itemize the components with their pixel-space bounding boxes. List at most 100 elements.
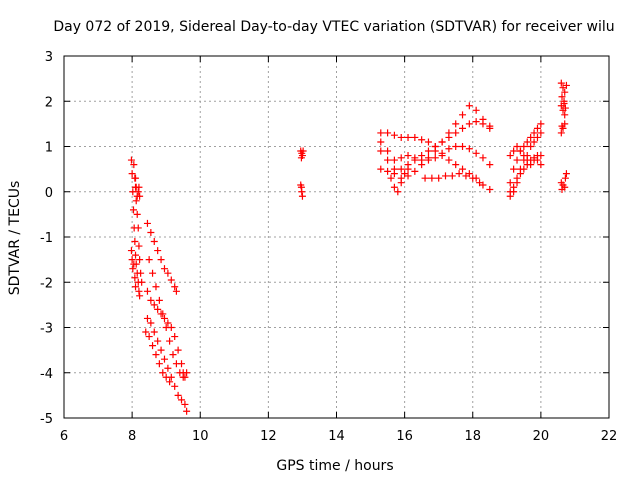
data-point xyxy=(510,188,518,196)
x-tick-label: 20 xyxy=(533,429,550,444)
data-point xyxy=(150,328,158,336)
data-point xyxy=(160,355,168,363)
x-tick-label: 22 xyxy=(601,429,618,444)
x-tick-label: 18 xyxy=(464,429,481,444)
data-point xyxy=(520,152,528,160)
data-point xyxy=(377,165,385,173)
data-point xyxy=(387,174,395,182)
x-tick-label: 8 xyxy=(128,429,136,444)
data-point xyxy=(297,183,305,191)
data-point xyxy=(377,129,385,137)
chart-title: Day 072 of 2019, Sidereal Day-to-day VTE… xyxy=(53,19,614,35)
data-point xyxy=(424,156,432,164)
data-point xyxy=(127,247,135,255)
data-point xyxy=(523,161,531,169)
data-point xyxy=(411,133,419,141)
data-point xyxy=(167,324,175,331)
data-point xyxy=(438,138,446,146)
y-tick-label: 3 xyxy=(45,50,53,65)
data-point xyxy=(459,124,467,132)
data-point xyxy=(298,192,306,200)
data-point xyxy=(155,296,163,304)
data-point xyxy=(147,296,155,304)
data-point xyxy=(164,269,172,277)
data-point xyxy=(297,154,305,162)
series-arc-g xyxy=(143,287,189,381)
data-point xyxy=(390,156,398,164)
data-point xyxy=(162,373,170,381)
data-point xyxy=(527,143,535,150)
series-arc-y xyxy=(557,170,570,193)
data-point xyxy=(135,242,143,250)
data-point xyxy=(462,172,470,180)
data-point xyxy=(513,179,521,187)
data-point xyxy=(561,88,569,96)
series-arc-k xyxy=(297,181,306,200)
data-point xyxy=(516,147,524,155)
data-point xyxy=(384,147,392,155)
series-arc-x xyxy=(557,120,569,137)
data-point xyxy=(530,129,538,137)
data-point xyxy=(178,360,186,368)
data-point xyxy=(431,143,439,150)
data-point xyxy=(428,174,436,182)
data-point xyxy=(479,154,487,162)
data-point xyxy=(448,172,456,180)
data-point xyxy=(557,129,565,137)
data-point xyxy=(132,251,140,259)
data-point xyxy=(445,133,453,141)
data-point xyxy=(159,369,167,377)
data-point xyxy=(132,283,140,291)
data-point xyxy=(149,342,157,350)
data-point xyxy=(160,314,168,322)
data-point xyxy=(128,256,136,264)
data-point xyxy=(134,188,142,196)
data-point xyxy=(147,319,155,327)
x-tick-label: 16 xyxy=(396,429,413,444)
data-point xyxy=(558,93,566,101)
data-point xyxy=(138,278,146,286)
data-point xyxy=(143,314,151,322)
data-point xyxy=(562,81,570,89)
y-tick-label: -1 xyxy=(40,231,53,246)
y-tick-label: 2 xyxy=(45,95,53,110)
data-point xyxy=(384,129,392,137)
data-point xyxy=(445,145,453,153)
data-point xyxy=(397,154,405,162)
data-point xyxy=(143,219,151,227)
data-point xyxy=(523,138,531,146)
data-point xyxy=(169,351,177,359)
y-tick-label: -2 xyxy=(40,276,53,291)
data-point xyxy=(142,328,150,336)
data-point xyxy=(131,274,139,282)
series-arc-u xyxy=(506,154,545,200)
data-point xyxy=(150,301,158,309)
series-arc-o xyxy=(377,138,494,169)
series-arc-j xyxy=(297,147,307,162)
data-point xyxy=(155,360,163,368)
series-arc-v xyxy=(557,79,570,105)
data-point xyxy=(452,129,460,137)
data-point xyxy=(181,400,189,408)
data-point xyxy=(431,154,439,162)
data-point xyxy=(510,165,518,173)
data-point xyxy=(130,161,138,169)
data-point xyxy=(537,120,545,128)
data-points xyxy=(127,79,570,415)
data-point xyxy=(472,149,480,157)
y-tick-label: 1 xyxy=(45,141,53,156)
data-point xyxy=(465,120,473,128)
data-point xyxy=(178,396,186,404)
data-point xyxy=(510,147,518,155)
data-point xyxy=(129,265,137,273)
data-point xyxy=(486,161,494,169)
data-point xyxy=(152,283,160,291)
data-point xyxy=(472,118,480,126)
data-point xyxy=(513,143,521,150)
data-point xyxy=(145,333,153,341)
data-point xyxy=(147,228,155,236)
data-point xyxy=(164,364,172,372)
data-point xyxy=(145,256,153,264)
data-point xyxy=(452,143,460,150)
